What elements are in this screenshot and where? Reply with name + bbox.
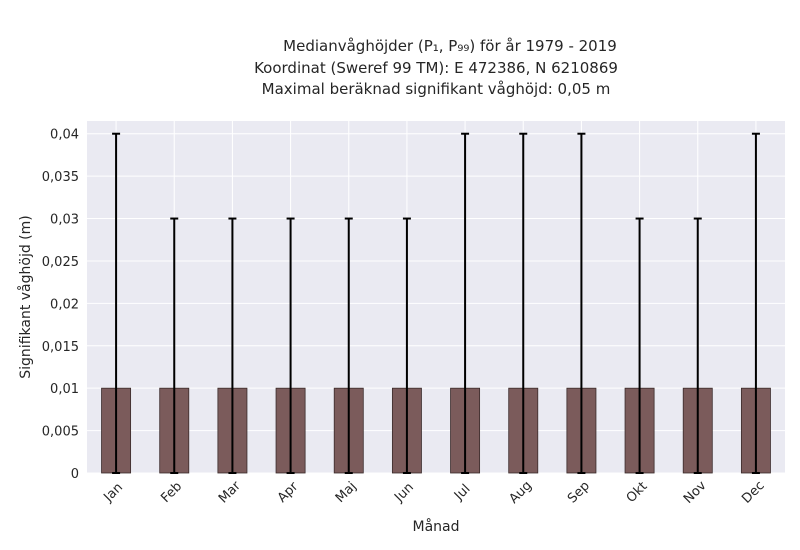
y-tick-label: 0,01 [50, 382, 79, 397]
y-axis-ticks: 0 0,005 0,01 0,015 0,02 0,025 0,03 0,035 0,04 [42, 128, 79, 482]
y-tick-label: 0 [71, 467, 79, 482]
x-tick-label-jun: Jun [391, 480, 417, 506]
y-tick-label: 0,035 [42, 170, 79, 185]
x-tick-label-jan: Jan [101, 480, 126, 505]
x-tick-label-dec: Dec [739, 478, 767, 506]
y-tick-label: 0,025 [42, 255, 79, 270]
y-tick-label: 0,015 [42, 340, 79, 355]
x-tick-label-nov: Nov [681, 478, 710, 507]
chart-title-line-3: Maximal beräknad signifikant våghöjd: 0,… [262, 80, 611, 98]
y-axis-label: Signifikant våghöjd (m) [17, 215, 34, 378]
x-tick-label-jul: Jul [451, 482, 473, 504]
x-axis-label: Månad [413, 518, 460, 535]
chart-title-line-1: Medianvåghöjder (P₁, P₉₉) för år 1979 - … [283, 37, 617, 55]
chart-title-line-2: Koordinat (Sweref 99 TM): E 472386, N 62… [254, 59, 618, 77]
x-tick-label-mar: Mar [216, 478, 244, 506]
x-tick-label-okt: Okt [624, 479, 651, 506]
x-tick-label-feb: Feb [158, 479, 185, 506]
x-tick-label-maj: Maj [333, 479, 360, 506]
x-tick-label-sep: Sep [565, 479, 593, 507]
y-tick-label: 0,005 [42, 425, 79, 440]
x-axis-ticks: Jan Feb Mar Apr Maj Jun Jul Aug Sep Okt Nov Dec [101, 478, 768, 507]
x-tick-label-apr: Apr [275, 479, 302, 506]
y-tick-label: 0,02 [50, 297, 79, 312]
plot-area [87, 121, 785, 473]
y-tick-label: 0,03 [50, 213, 79, 228]
error-bars-group [112, 132, 760, 474]
y-tick-label: 0,04 [50, 128, 79, 143]
x-tick-label-aug: Aug [506, 478, 535, 507]
